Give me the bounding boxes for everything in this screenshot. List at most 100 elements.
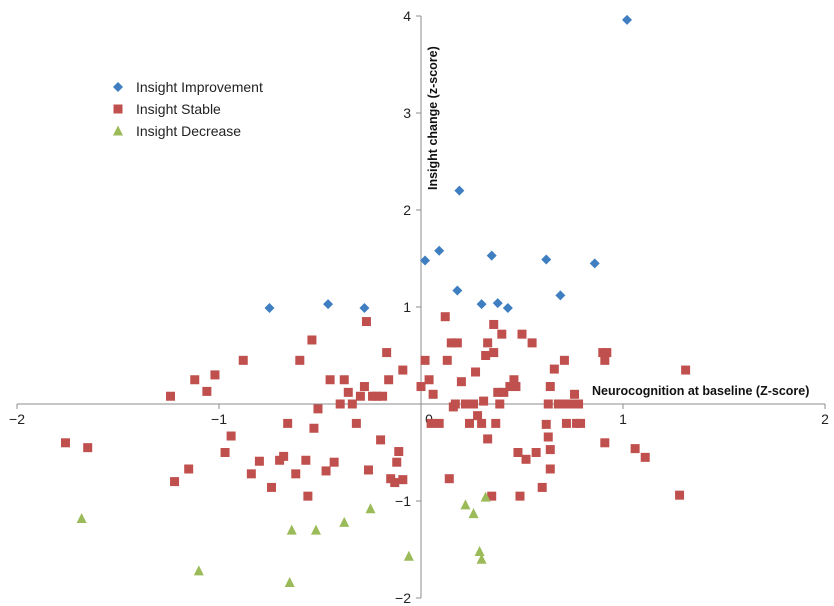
point-insight-stable [545,382,555,392]
point-insight-stable [479,396,489,406]
point-insight-stable [442,355,452,365]
legend-label: Insight Stable [136,101,221,117]
point-insight-stable [499,387,509,397]
point-insight-improvement [476,299,487,310]
point-insight-decrease [310,524,321,535]
point-insight-stable [351,418,361,428]
point-insight-stable [505,382,515,392]
series-insight-stable [60,312,691,501]
series-insight-decrease [76,491,491,587]
point-insight-improvement [452,285,463,296]
point-insight-decrease [365,503,376,514]
y-tick-label: −1 [395,493,411,509]
point-insight-stable [511,382,521,392]
point-insight-stable [301,455,311,465]
point-insight-stable [378,391,388,401]
point-insight-stable [202,386,212,396]
point-insight-stable [473,411,483,421]
point-insight-stable [561,418,571,428]
point-insight-stable [382,348,392,358]
point-insight-stable [210,370,220,380]
point-insight-improvement [622,14,633,25]
point-insight-improvement [486,250,497,261]
point-insight-improvement [420,255,431,266]
x-axis-title: Neurocognition at baseline (Z-score) [592,384,809,398]
point-insight-stable [456,377,466,387]
legend-marker-insight-stable [113,104,123,114]
point-insight-stable [483,338,493,348]
y-tick-label: 4 [403,8,411,24]
point-insight-improvement [264,302,275,313]
point-insight-stable [675,490,685,500]
point-insight-stable [469,399,479,409]
point-insight-stable [329,457,339,467]
point-insight-stable [424,375,434,385]
point-insight-stable [576,418,586,428]
point-insight-stable [279,451,289,461]
point-insight-stable [321,466,331,476]
point-insight-stable [531,448,541,457]
y-tick-label: −2 [395,590,411,606]
point-insight-decrease [460,499,471,510]
point-insight-stable [184,464,194,474]
data-points [60,14,691,587]
y-axis-title: Insight change (z-score) [426,46,440,190]
point-insight-stable [600,355,610,365]
y-tick-label: 3 [403,105,411,121]
point-insight-stable [570,389,580,399]
point-insight-stable [426,418,436,428]
point-insight-stable [398,365,408,375]
legend-marker-insight-improvement [113,82,123,92]
point-insight-stable [384,375,394,385]
point-insight-improvement [359,302,370,313]
point-insight-stable [545,464,555,474]
point-insight-stable [565,399,575,409]
point-insight-stable [574,399,584,409]
point-insight-stable [537,482,547,492]
legend-marker-insight-decrease [113,125,123,136]
point-insight-stable [541,419,551,429]
point-insight-stable [238,355,248,365]
point-insight-stable [309,423,319,433]
point-insight-stable [515,491,525,501]
point-insight-stable [166,391,176,401]
point-insight-decrease [339,516,350,527]
point-insight-improvement [502,302,513,313]
y-ticks: −2 −1 1 2 3 4 [395,8,421,606]
point-insight-stable [489,348,499,358]
point-insight-stable [440,312,450,322]
point-insight-stable [545,445,555,455]
point-insight-stable [460,399,470,409]
point-insight-stable [444,474,454,484]
point-insight-stable [491,418,501,428]
point-insight-stable [220,448,230,457]
point-insight-stable [339,375,349,385]
point-insight-stable [355,391,365,401]
point-insight-stable [527,338,537,348]
point-insight-stable [246,469,256,479]
x-tick-label: −2 [9,411,25,427]
point-insight-stable [170,477,180,487]
point-insight-stable [452,338,462,348]
series-insight-improvement [264,14,633,313]
point-insight-stable [434,418,444,428]
point-insight-stable [295,355,305,365]
point-insight-improvement [454,185,465,196]
point-insight-stable [390,478,400,488]
point-insight-decrease [76,512,87,523]
point-insight-stable [640,452,650,462]
point-insight-stable [359,382,369,392]
point-insight-stable [307,335,317,345]
legend-label: Insight Improvement [136,79,263,95]
point-insight-stable [483,434,493,444]
point-insight-decrease [480,491,491,502]
point-insight-stable [559,355,569,365]
point-insight-decrease [403,550,414,561]
point-insight-stable [543,399,553,409]
point-insight-stable [313,404,323,414]
point-insight-decrease [193,565,204,576]
point-insight-stable [376,435,386,445]
point-insight-stable [543,432,553,442]
point-insight-stable [497,329,507,339]
